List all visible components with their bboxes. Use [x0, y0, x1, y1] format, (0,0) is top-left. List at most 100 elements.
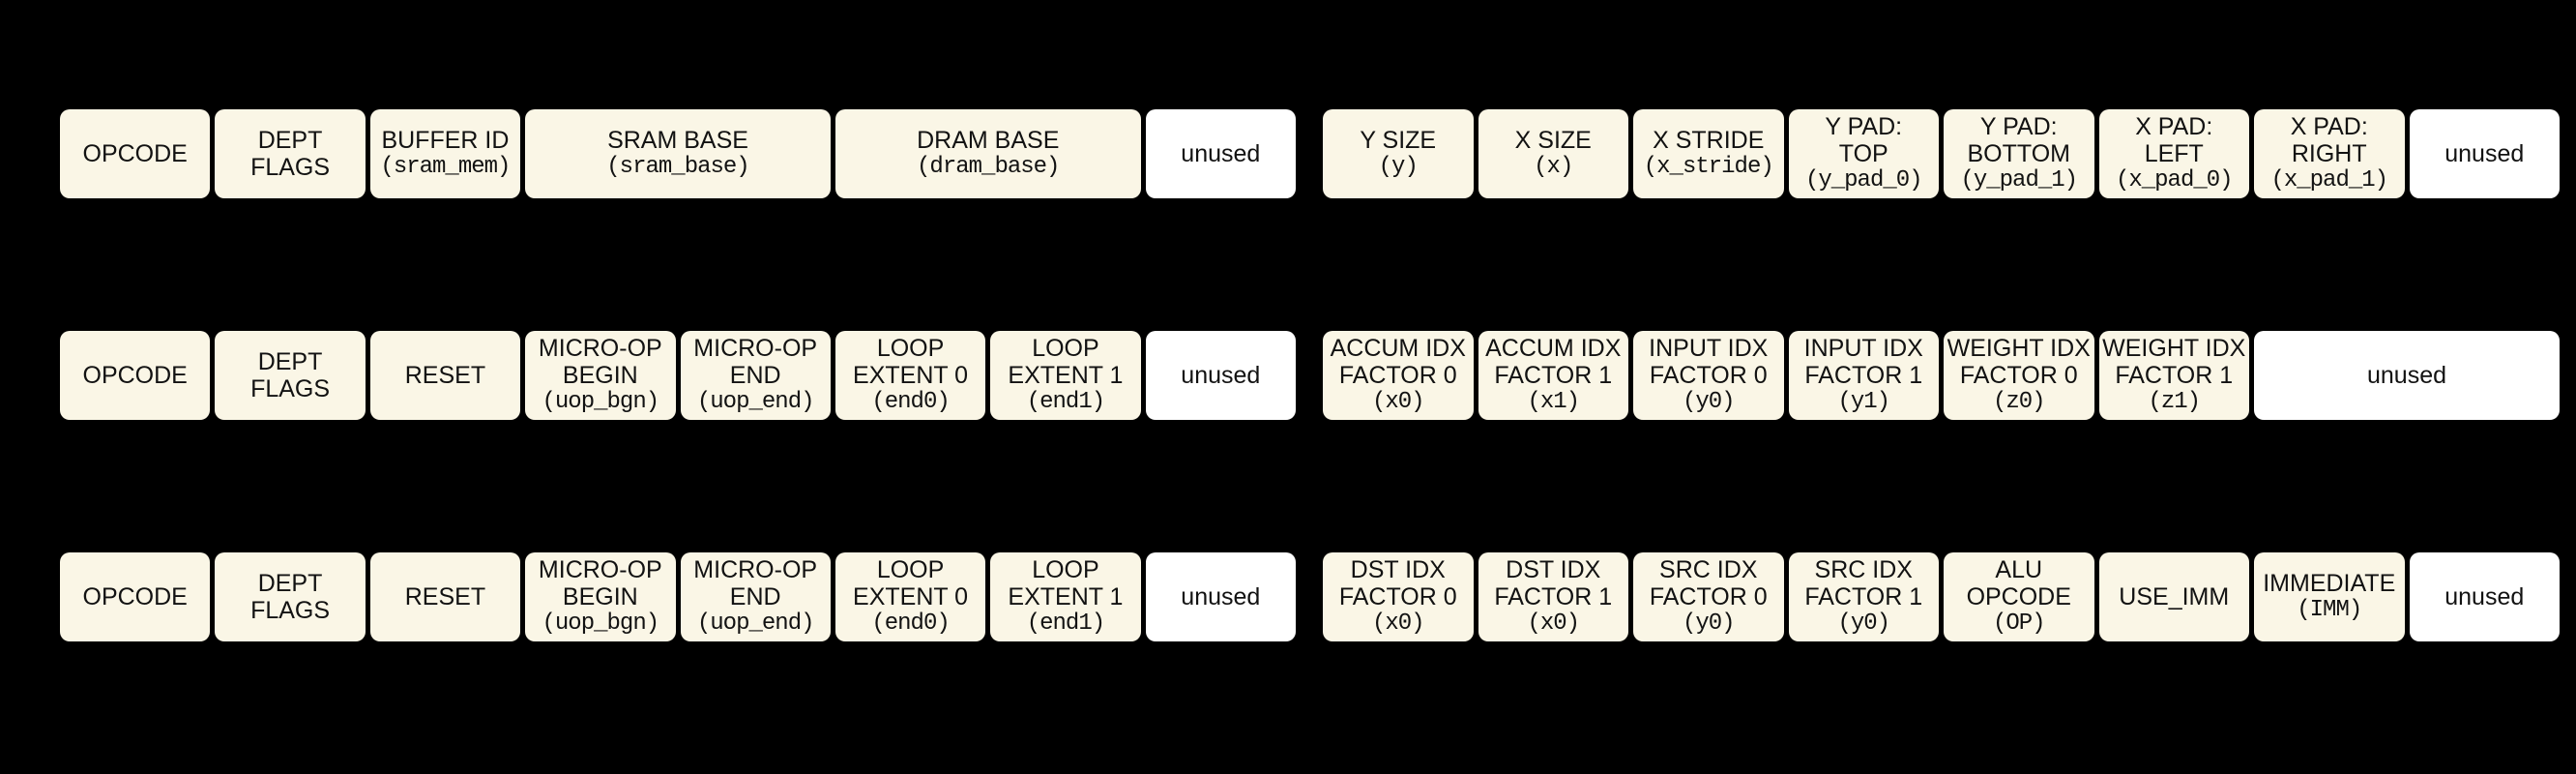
field-code: (x1): [1527, 389, 1580, 415]
field-box: OPCODE: [60, 552, 211, 641]
field-label: SRAM BASE: [607, 127, 748, 154]
field-code: (x): [1534, 154, 1573, 180]
field-code: (y_pad_1): [1960, 167, 2078, 194]
field-box: IMMEDIATE (IMM): [2254, 552, 2405, 641]
field-label: DST IDX FACTOR 0: [1338, 556, 1457, 610]
field-code: (z1): [2148, 389, 2201, 415]
field-label: MICRO-OP END: [693, 335, 818, 389]
unused-field-box: unused: [1145, 552, 1296, 641]
field-box: LOOP EXTENT 1 (end1): [990, 552, 1141, 641]
field-box: LOOP EXTENT 0 (end0): [834, 331, 986, 420]
field-label: DST IDX FACTOR 1: [1494, 556, 1613, 610]
instruction-format-diagram: OPCODE DEPT FLAGS BUFFER ID (sram_mem) SRAM …: [60, 109, 2560, 774]
field-code: (y0): [1837, 610, 1890, 637]
field-label: OPCODE: [82, 583, 188, 610]
field-box: Y SIZE (y): [1323, 109, 1474, 198]
field-box: ACCUM IDX FACTOR 0 (x0): [1323, 331, 1474, 420]
field-label: WEIGHT IDX FACTOR 1: [2102, 335, 2246, 389]
field-code: (z0): [1992, 389, 2046, 415]
field-box: LOOP EXTENT 0 (end0): [834, 552, 986, 641]
field-label: MICRO-OP BEGIN: [538, 556, 662, 610]
field-box: Y PAD: TOP (y_pad_0): [1788, 109, 1939, 198]
field-label: RESET: [404, 583, 486, 610]
field-box: DEPT FLAGS: [215, 331, 366, 420]
field-code: (end0): [871, 389, 950, 415]
field-box: DEPT FLAGS: [215, 552, 366, 641]
field-box: X PAD: LEFT (x_pad_0): [2098, 109, 2249, 198]
field-label: WEIGHT IDX FACTOR 0: [1947, 335, 2091, 389]
field-box: X PAD: RIGHT (x_pad_1): [2254, 109, 2405, 198]
field-label: Y SIZE: [1360, 127, 1437, 154]
left-word-group: OPCODE DEPT FLAGS RESET MICRO-OP BEGIN (uop_…: [60, 552, 1296, 641]
field-code: (uop_bgn): [542, 610, 660, 637]
field-box: DRAM BASE (dram_base): [834, 109, 1141, 198]
field-label: DEPT FLAGS: [250, 570, 331, 624]
field-box: ALU OPCODE (OP): [1944, 552, 2094, 641]
field-box: MICRO-OP BEGIN (uop_bgn): [525, 552, 676, 641]
left-word-group: OPCODE DEPT FLAGS RESET MICRO-OP BEGIN (uop_…: [60, 331, 1296, 420]
field-box: WEIGHT IDX FACTOR 0 (z0): [1944, 331, 2094, 420]
field-label: DEPT FLAGS: [250, 127, 331, 181]
field-label: MICRO-OP END: [693, 556, 818, 610]
field-label: X STRIDE: [1653, 127, 1765, 154]
field-label: OPCODE: [82, 362, 188, 389]
field-code: (y0): [1682, 610, 1736, 637]
field-label: unused: [2444, 583, 2525, 610]
field-label: SRC IDX FACTOR 1: [1804, 556, 1923, 610]
field-label: INPUT IDX FACTOR 0: [1649, 335, 1769, 389]
field-box: OPCODE: [60, 331, 211, 420]
instruction-row-3: OPCODE DEPT FLAGS RESET MICRO-OP BEGIN (uop_…: [60, 552, 2560, 641]
field-code: (uop_bgn): [542, 389, 660, 415]
field-label: ACCUM IDX FACTOR 0: [1330, 335, 1466, 389]
field-label: LOOP EXTENT 0: [853, 335, 969, 389]
field-label: LOOP EXTENT 0: [853, 556, 969, 610]
field-label: OPCODE: [82, 140, 188, 167]
field-label: DEPT FLAGS: [250, 348, 331, 402]
field-code: (end0): [871, 610, 950, 637]
field-code: (y_pad_0): [1804, 167, 1923, 194]
field-code: (x0): [1371, 610, 1425, 637]
field-box: MICRO-OP BEGIN (uop_bgn): [525, 331, 676, 420]
field-box: RESET: [369, 331, 521, 420]
field-box: LOOP EXTENT 1 (end1): [990, 331, 1141, 420]
unused-field-box: unused: [2409, 552, 2560, 641]
field-box: DST IDX FACTOR 1 (x0): [1478, 552, 1628, 641]
field-box: MICRO-OP END (uop_end): [680, 552, 831, 641]
field-box: Y PAD: BOTTOM (y_pad_1): [1944, 109, 2094, 198]
unused-field-box: unused: [2409, 109, 2560, 198]
field-label: MICRO-OP BEGIN: [538, 335, 662, 389]
field-label: unused: [1181, 140, 1261, 167]
field-label: unused: [2444, 140, 2525, 167]
field-box: MICRO-OP END (uop_end): [680, 331, 831, 420]
field-label: unused: [1181, 583, 1261, 610]
field-code: (sram_mem): [380, 154, 511, 180]
field-box: INPUT IDX FACTOR 1 (y1): [1788, 331, 1939, 420]
field-label: LOOP EXTENT 1: [1008, 556, 1124, 610]
instruction-row-2: OPCODE DEPT FLAGS RESET MICRO-OP BEGIN (uop_…: [60, 331, 2560, 420]
unused-field-box: unused: [2254, 331, 2560, 420]
field-code: (OP): [1992, 610, 2046, 637]
field-label: IMMEDIATE: [2263, 570, 2396, 597]
field-code: (x0): [1527, 610, 1580, 637]
instruction-row-1: OPCODE DEPT FLAGS BUFFER ID (sram_mem) SRAM …: [60, 109, 2560, 198]
field-code: (x0): [1371, 389, 1425, 415]
field-box: ACCUM IDX FACTOR 1 (x1): [1478, 331, 1628, 420]
field-box: SRAM BASE (sram_base): [525, 109, 831, 198]
field-box: X STRIDE (x_stride): [1633, 109, 1784, 198]
field-code: (x_stride): [1643, 154, 1774, 180]
field-box: DST IDX FACTOR 0 (x0): [1323, 552, 1474, 641]
field-box: WEIGHT IDX FACTOR 1 (z1): [2098, 331, 2249, 420]
field-code: (y1): [1837, 389, 1890, 415]
field-code: (uop_end): [696, 389, 815, 415]
field-code: (end1): [1026, 389, 1105, 415]
field-box: SRC IDX FACTOR 0 (y0): [1633, 552, 1784, 641]
right-word-group: ACCUM IDX FACTOR 0 (x0) ACCUM IDX FACTOR 1…: [1323, 331, 2560, 420]
field-label: X SIZE: [1514, 127, 1592, 154]
field-box: INPUT IDX FACTOR 0 (y0): [1633, 331, 1784, 420]
field-label: unused: [1181, 362, 1261, 389]
right-word-group: Y SIZE (y) X SIZE (x) X STRIDE (x_stride) Y PA…: [1323, 109, 2560, 198]
unused-field-box: unused: [1145, 109, 1296, 198]
field-label: DRAM BASE: [917, 127, 1060, 154]
field-label: unused: [2366, 362, 2447, 389]
field-box: RESET: [369, 552, 521, 641]
